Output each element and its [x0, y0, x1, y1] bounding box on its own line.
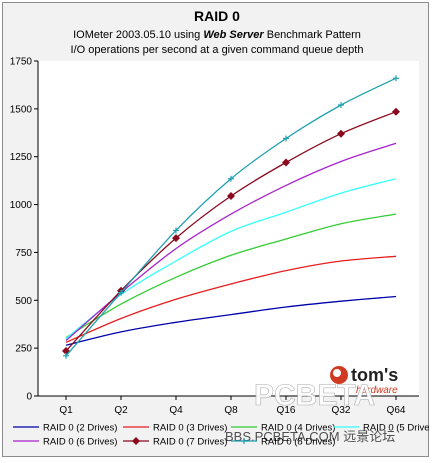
legend-label: RAID 0 (7 Drives)	[153, 437, 227, 448]
legend-label: RAID 0 (8 Drives)	[261, 437, 335, 448]
data-point-plus	[63, 352, 69, 359]
data-point-diamond	[132, 437, 140, 445]
data-point-plus	[173, 227, 179, 234]
legend: RAID 0 (2 Drives) RAID 0 (3 Drives) RAID 0…	[13, 423, 430, 448]
toms-logo-text: tom's	[351, 365, 398, 385]
series-line	[65, 255, 397, 343]
legend-item: RAID 0 (2 Drives)	[13, 423, 117, 434]
plot-area	[38, 61, 419, 396]
data-point-plus	[118, 289, 124, 296]
data-point-diamond	[227, 191, 235, 200]
series-1	[65, 295, 397, 346]
legend-item: RAID 0 (4 Drives)	[231, 423, 335, 434]
series-group	[62, 75, 400, 359]
data-point-plus	[393, 75, 399, 82]
series-3	[65, 213, 397, 339]
x-tick-label: Q16	[277, 405, 296, 416]
x-tick-label: Q8	[224, 405, 238, 416]
chart-subtitle: IOMeter 2003.05.10 using Web Server Benc…	[73, 29, 361, 41]
legend-label: RAID 0 (2 Drives)	[43, 423, 117, 434]
data-point-diamond	[337, 129, 345, 138]
series-2	[65, 255, 397, 343]
legend-label: RAID 0 (6 Drives)	[43, 437, 117, 448]
x-tick-label: Q32	[332, 405, 351, 416]
legend-item: RAID 0 (8 Drives)	[231, 437, 335, 448]
series-line	[65, 295, 397, 346]
x-tick-label: Q1	[59, 405, 73, 416]
y-tick-label: 250	[15, 344, 32, 355]
chart-frame: RAID 0 IOMeter 2003.05.10 using Web Serv…	[2, 2, 430, 457]
line-chart: RAID 0 IOMeter 2003.05.10 using Web Serv…	[10, 8, 430, 448]
y-tick-label: 1500	[10, 104, 33, 115]
axes: 0 250 500 750 1000 1250 1500 1750 Q1 Q2 Q4 Q8 Q16 Q32…	[10, 57, 419, 416]
y-tick-label: 1750	[10, 57, 33, 68]
pcbeta-watermark: PCBETA	[254, 379, 375, 412]
bbs-watermark: BBS.PCBETA.COM 远景论坛	[225, 429, 395, 444]
data-point-plus	[228, 175, 234, 182]
data-point-diamond	[392, 107, 400, 116]
y-tick-label: 500	[15, 296, 32, 307]
series-7	[63, 75, 399, 359]
chart-title: RAID 0	[194, 8, 240, 24]
x-tick-label: Q4	[169, 405, 183, 416]
x-tick-label: Q2	[114, 405, 128, 416]
chart-subtitle-2: I/O operations per second at a given com…	[71, 44, 364, 56]
legend-item: RAID 0 (3 Drives)	[123, 423, 227, 434]
legend-label: RAID 0 (4 Drives)	[261, 423, 335, 434]
y-tick-label: 1250	[10, 152, 33, 163]
toms-logo-highlight-icon	[333, 369, 341, 377]
data-point-plus	[338, 102, 344, 109]
data-point-plus	[241, 438, 247, 444]
legend-item: RAID 0 (7 Drives)	[123, 437, 227, 448]
series-line	[65, 213, 397, 339]
legend-item: RAID 0 (5 Drives)	[333, 423, 430, 434]
series-6	[62, 107, 400, 356]
legend-label: RAID 0 (5 Drives)	[363, 423, 430, 434]
legend-item: RAID 0 (6 Drives)	[13, 437, 117, 448]
legend-label: RAID 0 (3 Drives)	[153, 423, 227, 434]
y-tick-label: 1000	[10, 200, 33, 211]
x-tick-label: Q64	[387, 405, 406, 416]
y-tick-label: 750	[15, 248, 32, 259]
data-point-diamond	[282, 158, 290, 167]
data-point-diamond	[172, 234, 180, 243]
toms-logo-subtext: hardware	[356, 385, 398, 396]
y-tick-label: 0	[26, 392, 32, 403]
data-point-plus	[283, 135, 289, 142]
